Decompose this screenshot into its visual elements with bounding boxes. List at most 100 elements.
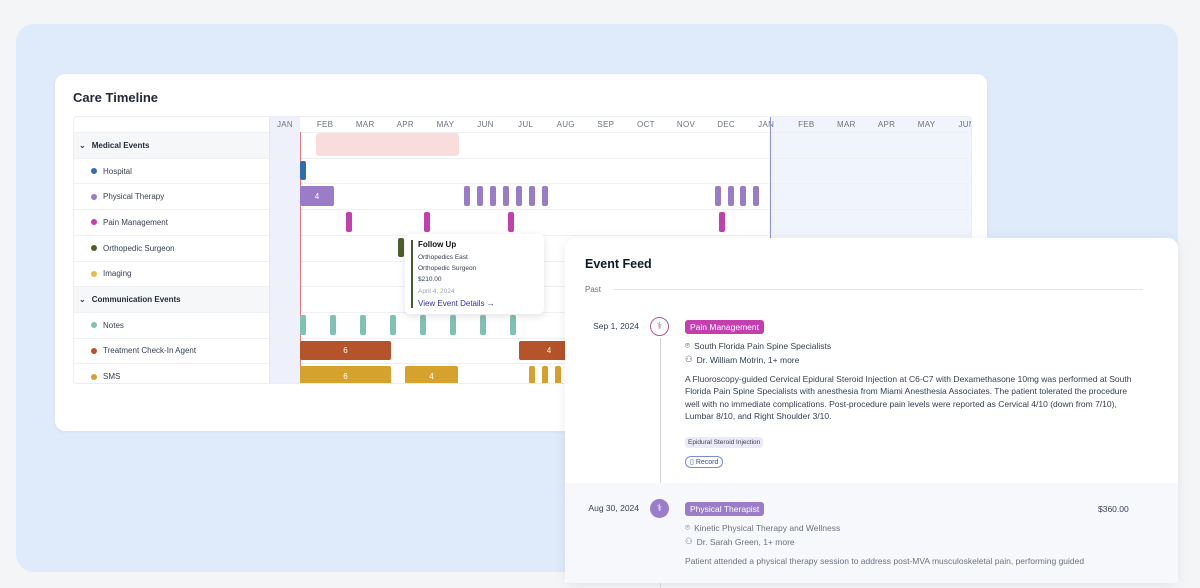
event-bar[interactable] [300, 160, 306, 181]
category-dot-icon [91, 193, 97, 200]
tooltip-specialty: Orthopedic Surgeon [418, 265, 477, 272]
stethoscope-icon: ⚕ [650, 499, 669, 518]
month-label: DEC [717, 120, 735, 129]
event-bar[interactable] [477, 186, 483, 207]
location-pin-icon: ⌾ [685, 340, 691, 350]
event-bar[interactable] [753, 186, 759, 207]
event-bar[interactable] [490, 186, 496, 207]
event-bar[interactable] [715, 186, 721, 207]
category-dot-icon [91, 322, 97, 329]
event-bar[interactable] [542, 366, 548, 383]
event-date: Aug 30, 2024 [588, 503, 639, 513]
record-label: Record [695, 459, 719, 466]
row-label-text: Orthopedic Surgeon [103, 243, 175, 253]
month-label: SEP [597, 120, 615, 129]
row-label-text: Notes [103, 320, 124, 330]
timeline-row: Pain Management [74, 209, 971, 235]
event-bar[interactable] [360, 314, 366, 335]
timeline-row: Treatment Check-In Agent [74, 337, 971, 364]
row-label: Hospital [74, 158, 269, 184]
month-label: JUN [477, 120, 494, 129]
event-bar[interactable] [542, 186, 548, 207]
event-location: ⌾ South Florida Pain Spine Specialists [685, 340, 831, 351]
arrow-right-icon: → [486, 299, 495, 308]
link-label: View Event Details [418, 299, 485, 308]
row-label: Pain Management [74, 210, 269, 235]
label-divider [269, 117, 270, 383]
event-bar[interactable] [420, 314, 426, 335]
event-bar[interactable] [516, 186, 522, 207]
chevron-down-icon: ⌄ [79, 295, 86, 305]
month-label: MAR [355, 120, 375, 129]
category-badge: Pain Management [685, 320, 764, 334]
month-label: APR [396, 120, 414, 129]
record-button[interactable]: ▯ Record [685, 456, 724, 468]
event-provider: ⚇ Dr. William Motrin, 1+ more [685, 354, 799, 365]
event-bar[interactable] [719, 212, 725, 232]
category-dot-icon [91, 245, 97, 252]
event-bar[interactable] [529, 186, 535, 207]
row-label: Imaging [74, 261, 269, 287]
event-bar[interactable]: 4 [300, 186, 334, 207]
event-bar[interactable] [390, 314, 396, 335]
timeline-row: Physical Therapy [74, 183, 971, 210]
tooltip-amount: $210.00 [418, 276, 442, 283]
event-bar[interactable] [330, 314, 336, 335]
group-row: ⌄ Medical Events [74, 132, 971, 158]
group-header[interactable]: ⌄ Communication Events [74, 287, 269, 312]
feed-title: Event Feed [585, 257, 652, 271]
event-row-bg [565, 483, 1178, 583]
chevron-down-icon: ⌄ [79, 140, 86, 150]
event-bar[interactable] [464, 186, 470, 207]
event-bar[interactable] [529, 366, 535, 383]
event-bar[interactable]: 4 [519, 340, 579, 361]
month-label: OCT [636, 120, 655, 129]
event-location: ⌾ Kinetic Physical Therapy and Wellness [685, 522, 840, 533]
month-label: MAY [917, 120, 936, 129]
event-description: Patient attended a physical therapy sess… [685, 556, 1085, 566]
event-bar[interactable] [398, 237, 404, 258]
event-bar[interactable] [503, 186, 509, 207]
timeline-row: Hospital [74, 157, 971, 184]
pre-period-shade [269, 117, 300, 383]
person-icon: ⚇ [685, 536, 693, 546]
event-description: A Fluoroscopy-guided Cervical Epidural S… [685, 374, 1132, 421]
hospital-stay-range[interactable] [316, 133, 460, 156]
category-dot-icon [91, 270, 97, 277]
event-date: Sep 1, 2024 [593, 321, 639, 331]
event-tooltip: Follow Up Orthopedics East Orthopedic Su… [405, 234, 544, 314]
view-event-details-link[interactable]: View Event Details → [418, 299, 495, 308]
page-title: Care Timeline [73, 90, 159, 105]
procedure-tag: Epidural Steroid Injection [685, 437, 764, 448]
event-bar[interactable] [424, 212, 430, 232]
event-bar[interactable] [555, 366, 561, 383]
event-bar[interactable] [480, 314, 486, 335]
category-dot-icon [91, 168, 97, 175]
event-bar[interactable] [728, 186, 734, 207]
row-label: Treatment Check-In Agent [74, 338, 269, 364]
section-past: Past [585, 285, 602, 294]
tooltip-date: April 4, 2024 [418, 288, 455, 295]
event-bar[interactable]: 4 [405, 366, 458, 383]
event-bar[interactable] [510, 314, 516, 335]
month-label: FEB [798, 120, 815, 129]
provider-text: Dr. William Motrin, 1+ more [696, 354, 800, 365]
provider-text: Dr. Sarah Green, 1+ more [696, 536, 795, 547]
event-bar[interactable]: 6 [300, 340, 391, 361]
location-pin-icon: ⌾ [685, 522, 691, 532]
month-label: MAY [436, 120, 455, 129]
event-bar[interactable] [346, 212, 352, 232]
event-bar[interactable] [450, 314, 456, 335]
group-header[interactable]: ⌄ Medical Events [74, 133, 269, 158]
row-label: Orthopedic Surgeon [74, 235, 269, 261]
timeline-row: SMS [74, 363, 971, 383]
row-label-text: Medical Events [91, 140, 150, 150]
tooltip-title: Follow Up [418, 240, 457, 249]
event-bar[interactable]: 6 [300, 366, 391, 383]
category-badge: Physical Therapist [685, 502, 765, 516]
divider [613, 289, 1143, 290]
event-bar[interactable] [740, 186, 746, 207]
event-bar[interactable] [508, 212, 514, 232]
start-marker-line [300, 132, 301, 383]
event-bar[interactable] [300, 314, 306, 335]
